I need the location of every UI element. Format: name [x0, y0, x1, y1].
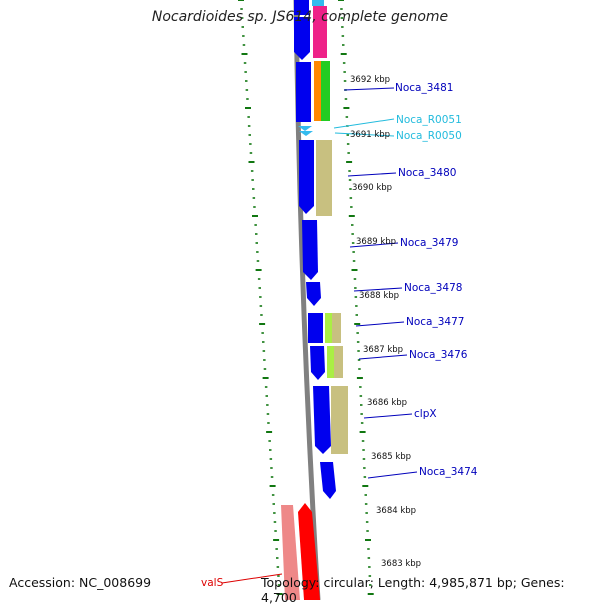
- magenta-block: [313, 6, 327, 58]
- lime-block-noca-3476: [327, 346, 334, 378]
- orange-block: [314, 61, 321, 121]
- scale-label: 3690 kbp: [352, 183, 392, 193]
- accession-text: Accession: NC_008699: [9, 575, 152, 590]
- gene-block-top-forward: [294, 0, 309, 15]
- label-leader-lines: [221, 87, 418, 584]
- rna-arrow-noca-r0050: [299, 131, 313, 136]
- gene-label-noca-3479[interactable]: Noca_3479: [400, 237, 458, 249]
- genome-title: Nocardioides sp. JS614, complete genome: [151, 9, 449, 25]
- khaki-block-noca-3480: [316, 140, 332, 216]
- khaki-block-noca-3477: [332, 313, 341, 343]
- gene-arrow-clpx: [313, 386, 331, 454]
- gene-arrow-noca-3480: [299, 140, 314, 214]
- gene-label-vals[interactable]: valS: [201, 577, 224, 589]
- gene-label-noca-3474[interactable]: Noca_3474: [419, 466, 478, 478]
- gene-arrow-top-forward: [294, 17, 310, 60]
- scale-label: 3685 kbp: [371, 452, 411, 462]
- rrna-block-top: [312, 0, 324, 6]
- scale-label: 3689 kbp: [356, 237, 396, 247]
- scale-label: 3683 kbp: [381, 559, 421, 569]
- khaki-block-noca-3476: [334, 346, 343, 378]
- pink-gene-arrow: [281, 505, 300, 600]
- outer-tick-ruler: [238, 0, 283, 595]
- gene-block-noca-3481: [296, 62, 311, 122]
- gene-labels: Noca_3481 Noca_R0051 Noca_R0050 Noca_348…: [201, 82, 478, 589]
- scale-label: 3691 kbp: [350, 130, 390, 140]
- scale-label: 3692 kbp: [350, 75, 390, 85]
- vals-gene-arrow: [298, 503, 320, 600]
- gene-label-noca-r0050[interactable]: Noca_R0050: [396, 130, 462, 142]
- gene-label-noca-3478[interactable]: Noca_3478: [404, 282, 462, 294]
- scale-label: 3688 kbp: [359, 291, 399, 301]
- gene-arrow-noca-3478: [306, 282, 321, 306]
- inner-tick-ruler: [338, 0, 374, 595]
- gene-label-noca-3480[interactable]: Noca_3480: [398, 167, 456, 179]
- lime-block-noca-3477: [325, 313, 332, 343]
- gene-label-noca-3477[interactable]: Noca_3477: [406, 316, 464, 328]
- khaki-block-clpx: [331, 386, 348, 454]
- gene-arrow-noca-3474: [320, 462, 336, 499]
- gene-label-noca-r0051[interactable]: Noca_R0051: [396, 114, 462, 126]
- gene-arrow-noca-3479: [302, 220, 318, 280]
- green-block: [321, 61, 330, 121]
- scale-label: 3686 kbp: [367, 398, 407, 408]
- gene-arrow-noca-3476: [310, 346, 325, 380]
- scale-label: 3687 kbp: [363, 345, 403, 355]
- gene-label-noca-3481[interactable]: Noca_3481: [395, 82, 453, 94]
- scale-labels: 3692 kbp 3691 kbp 3690 kbp 3689 kbp 3688…: [350, 75, 421, 569]
- gene-label-clpx[interactable]: clpX: [414, 408, 437, 420]
- scale-label: 3684 kbp: [376, 506, 416, 516]
- gene-label-noca-3476[interactable]: Noca_3476: [409, 349, 468, 361]
- gene-block-noca-3477: [308, 313, 323, 343]
- rna-arrow-noca-r0051: [298, 126, 312, 131]
- topology-text: Topology: circular; Length: 4,985,871 bp…: [261, 575, 565, 605]
